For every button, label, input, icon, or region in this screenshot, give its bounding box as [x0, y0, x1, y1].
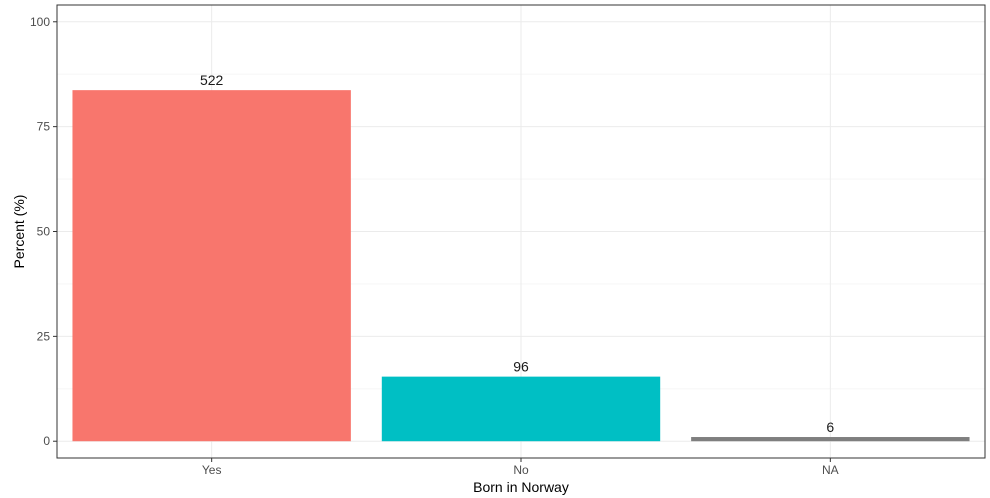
x-tick-label: No	[513, 463, 529, 477]
y-tick-label: 100	[30, 15, 50, 29]
x-tick-label: Yes	[202, 463, 222, 477]
bars	[72, 90, 970, 442]
bar-yes	[72, 90, 351, 442]
data-label-no: 96	[513, 359, 529, 375]
y-axis: 0 25 50 75 100	[30, 15, 57, 448]
bar-no	[381, 376, 661, 442]
x-axis-title: Born in Norway	[473, 479, 569, 495]
y-tick-label: 75	[37, 120, 51, 134]
y-tick-label: 0	[43, 434, 50, 448]
data-label-yes: 522	[200, 72, 224, 88]
data-label-na: 6	[826, 419, 834, 435]
x-axis: Yes No NA	[202, 458, 839, 477]
y-axis-title: Percent (%)	[11, 195, 27, 269]
bar-na	[691, 437, 970, 442]
y-tick-label: 50	[37, 225, 51, 239]
y-tick-label: 25	[37, 329, 51, 343]
x-tick-label: NA	[822, 463, 839, 477]
data-labels: 522 96 6	[200, 72, 834, 435]
